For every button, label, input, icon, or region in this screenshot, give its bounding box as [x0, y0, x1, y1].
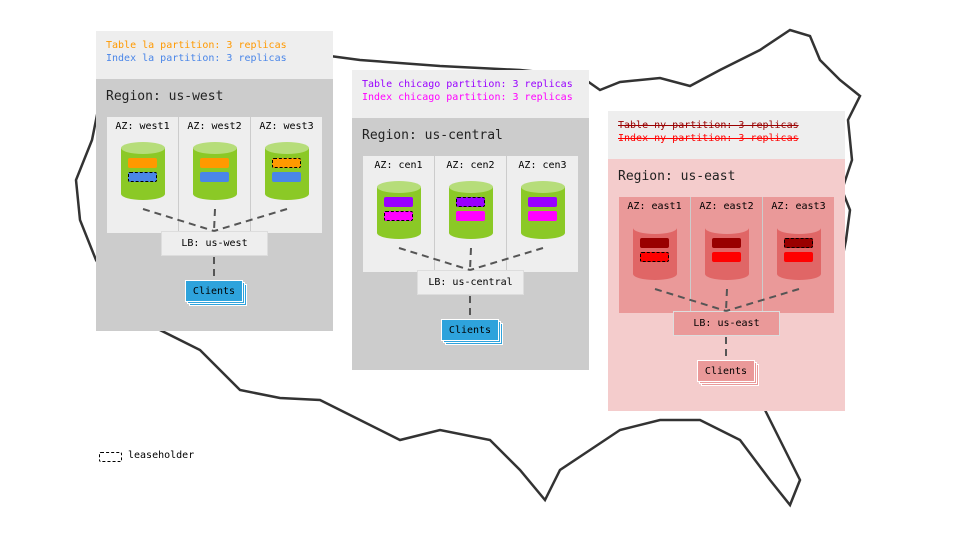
table-partition-line: Table ny partition: 3 replicas — [618, 120, 799, 131]
legend-label: leaseholder — [128, 450, 195, 461]
cylinder-top — [776, 222, 821, 234]
partition-header: Table ny partition: 3 replicas Index ny p… — [608, 111, 845, 159]
cylinder-top — [448, 181, 493, 193]
table-replica — [383, 197, 413, 207]
az-1: AZ: west1 — [107, 117, 179, 233]
legend-leaseholder-swatch — [99, 452, 122, 462]
clients-stack[interactable]: Clients — [441, 319, 505, 347]
region-us-central: Table chicago partition: 3 replicas Index… — [352, 70, 589, 370]
table-replica — [783, 238, 813, 248]
dashed-connector — [142, 208, 215, 232]
index-replica — [271, 172, 301, 182]
table-replica — [199, 158, 229, 168]
cylinder-top — [520, 181, 565, 193]
dashed-connector — [654, 288, 727, 312]
az-label: AZ: cen3 — [518, 160, 567, 171]
az-label: AZ: west3 — [259, 121, 314, 132]
region-title: Region: us-east — [618, 169, 736, 184]
database-node-icon[interactable] — [632, 222, 677, 286]
partition-header: Table chicago partition: 3 replicas Index… — [352, 70, 589, 118]
database-node-icon[interactable] — [776, 222, 821, 286]
index-replica — [783, 252, 813, 262]
az-1: AZ: east1 — [619, 197, 691, 313]
index-replica — [127, 172, 157, 182]
region-body: Region: us-central AZ: cen1 AZ: cen2 AZ: ce… — [352, 118, 589, 370]
cylinder-top — [632, 222, 677, 234]
az-label: AZ: west1 — [115, 121, 170, 132]
az-2: AZ: east2 — [691, 197, 763, 313]
dashed-connector — [725, 288, 800, 312]
cylinder-top — [264, 142, 309, 154]
region-us-east: Table ny partition: 3 replicas Index ny p… — [608, 111, 845, 411]
dashed-connector — [725, 288, 728, 312]
table-replica — [271, 158, 301, 168]
clients-box[interactable]: Clients — [697, 360, 755, 382]
clients-box[interactable]: Clients — [441, 319, 499, 341]
az-label: AZ: east2 — [699, 201, 754, 212]
database-node-icon[interactable] — [448, 181, 493, 245]
az-label: AZ: cen2 — [446, 160, 495, 171]
database-node-icon[interactable] — [704, 222, 749, 286]
region-title: Region: us-west — [106, 89, 224, 104]
index-replica — [527, 211, 557, 221]
table-replica — [127, 158, 157, 168]
database-node-icon[interactable] — [192, 142, 237, 206]
table-replica — [711, 238, 741, 248]
dashed-connector — [398, 247, 471, 271]
index-replica — [639, 252, 669, 262]
table-partition-line: Table la partition: 3 replicas — [106, 40, 287, 51]
cylinder-top — [376, 181, 421, 193]
database-node-icon[interactable] — [520, 181, 565, 245]
az-2: AZ: cen2 — [435, 156, 507, 272]
az-3: AZ: east3 — [763, 197, 834, 313]
clients-stack[interactable]: Clients — [185, 280, 249, 308]
az-label: AZ: cen1 — [374, 160, 423, 171]
load-balancer[interactable]: LB: us-central — [417, 270, 524, 295]
partition-header: Table la partition: 3 replicas Index la p… — [96, 31, 333, 79]
az-2: AZ: west2 — [179, 117, 251, 233]
dashed-connector — [213, 208, 288, 232]
database-node-icon[interactable] — [376, 181, 421, 245]
index-replica — [383, 211, 413, 221]
load-balancer[interactable]: LB: us-east — [673, 311, 780, 336]
table-partition-line: Table chicago partition: 3 replicas — [362, 79, 573, 90]
az-label: AZ: east3 — [771, 201, 826, 212]
cylinder-top — [192, 142, 237, 154]
database-node-icon[interactable] — [264, 142, 309, 206]
database-node-icon[interactable] — [120, 142, 165, 206]
index-replica — [455, 211, 485, 221]
region-title: Region: us-central — [362, 128, 503, 143]
index-partition-line: Index chicago partition: 3 replicas — [362, 92, 573, 103]
az-3: AZ: west3 — [251, 117, 322, 233]
cylinder-top — [120, 142, 165, 154]
dashed-connector — [469, 247, 472, 271]
dashed-connector — [213, 208, 216, 232]
cylinder-top — [704, 222, 749, 234]
index-partition-line: Index la partition: 3 replicas — [106, 53, 287, 64]
az-3: AZ: cen3 — [507, 156, 578, 272]
index-partition-line: Index ny partition: 3 replicas — [618, 133, 799, 144]
az-1: AZ: cen1 — [363, 156, 435, 272]
table-replica — [455, 197, 485, 207]
az-label: AZ: east1 — [627, 201, 682, 212]
region-body: Region: us-east AZ: east1 AZ: east2 AZ: eas… — [608, 159, 845, 411]
index-replica — [199, 172, 229, 182]
clients-box[interactable]: Clients — [185, 280, 243, 302]
availability-zones: AZ: east1 AZ: east2 AZ: east3 — [619, 197, 834, 313]
table-replica — [639, 238, 669, 248]
az-label: AZ: west2 — [187, 121, 242, 132]
index-replica — [711, 252, 741, 262]
clients-stack[interactable]: Clients — [697, 360, 761, 388]
load-balancer[interactable]: LB: us-west — [161, 231, 268, 256]
table-replica — [527, 197, 557, 207]
dashed-connector — [469, 247, 544, 271]
